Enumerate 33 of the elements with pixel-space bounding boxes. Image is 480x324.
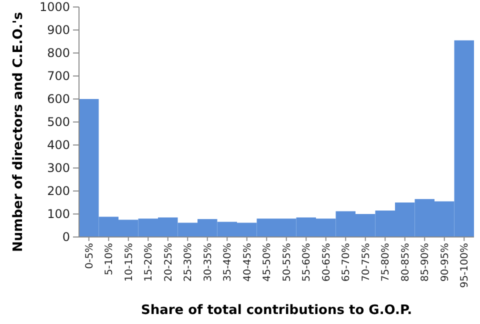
x-tick-label: 95-100% <box>460 243 471 288</box>
x-tick-label: 15-20% <box>144 243 155 282</box>
x-tick-label: 20-25% <box>163 243 174 282</box>
x-tick-label: 50-55% <box>282 243 293 282</box>
y-tick-label: 100 <box>47 206 70 221</box>
y-tick-label: 700 <box>47 68 70 83</box>
x-tick-label: 40-45% <box>242 243 254 282</box>
y-tick-label: 1000 <box>39 0 70 14</box>
y-tick-label: 600 <box>47 92 70 106</box>
y-axis-title: Number of directors and C.E.O.'s <box>11 12 26 252</box>
x-tick-label: 65-70% <box>341 243 352 282</box>
y-tick-label: 400 <box>47 138 70 152</box>
x-tick-label: 60-65% <box>321 243 332 282</box>
x-tick-label: 45-50% <box>262 243 274 282</box>
x-tick-label: 30-35% <box>202 243 214 282</box>
y-tick-label: 300 <box>47 160 70 175</box>
x-tick-label: 75-80% <box>380 243 392 282</box>
x-axis-title: Share of total contributions to G.O.P. <box>140 303 412 318</box>
x-tick-label: 55-60% <box>302 243 313 282</box>
x-tick-label: 5-10% <box>104 243 116 276</box>
x-tick-label: 80-85% <box>400 243 412 282</box>
y-tick-label: 800 <box>47 46 70 60</box>
x-tick-label: 85-90% <box>420 243 432 282</box>
y-tick-label: 900 <box>47 22 70 37</box>
y-tick-label: 200 <box>47 184 70 198</box>
x-tick-label: 0-5% <box>84 243 96 269</box>
y-tick-label: 0 <box>62 230 70 244</box>
x-tick-label: 35-40% <box>222 243 234 282</box>
x-tick-label: 70-75% <box>360 243 372 282</box>
y-tick-label: 500 <box>47 114 70 129</box>
x-tick-label: 25-30% <box>183 243 194 282</box>
x-tick-label: 10-15% <box>124 243 135 282</box>
x-tick-label: 90-95% <box>440 243 451 282</box>
